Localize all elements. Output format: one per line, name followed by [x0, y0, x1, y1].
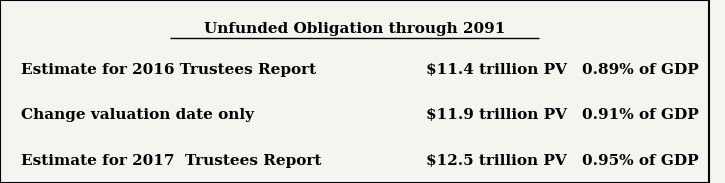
- Text: $12.5 trillion PV: $12.5 trillion PV: [426, 154, 566, 168]
- Text: Change valuation date only: Change valuation date only: [21, 108, 254, 122]
- Text: Unfunded Obligation through 2091: Unfunded Obligation through 2091: [204, 22, 505, 36]
- Text: $11.4 trillion PV: $11.4 trillion PV: [426, 63, 567, 76]
- Text: $11.9 trillion PV: $11.9 trillion PV: [426, 108, 567, 122]
- Text: Estimate for 2016 Trustees Report: Estimate for 2016 Trustees Report: [21, 63, 316, 76]
- Text: 0.89% of GDP: 0.89% of GDP: [581, 63, 698, 76]
- Text: 0.95% of GDP: 0.95% of GDP: [581, 154, 698, 168]
- Text: 0.91% of GDP: 0.91% of GDP: [581, 108, 698, 122]
- Text: Estimate for 2017  Trustees Report: Estimate for 2017 Trustees Report: [21, 154, 322, 168]
- FancyBboxPatch shape: [0, 0, 709, 183]
